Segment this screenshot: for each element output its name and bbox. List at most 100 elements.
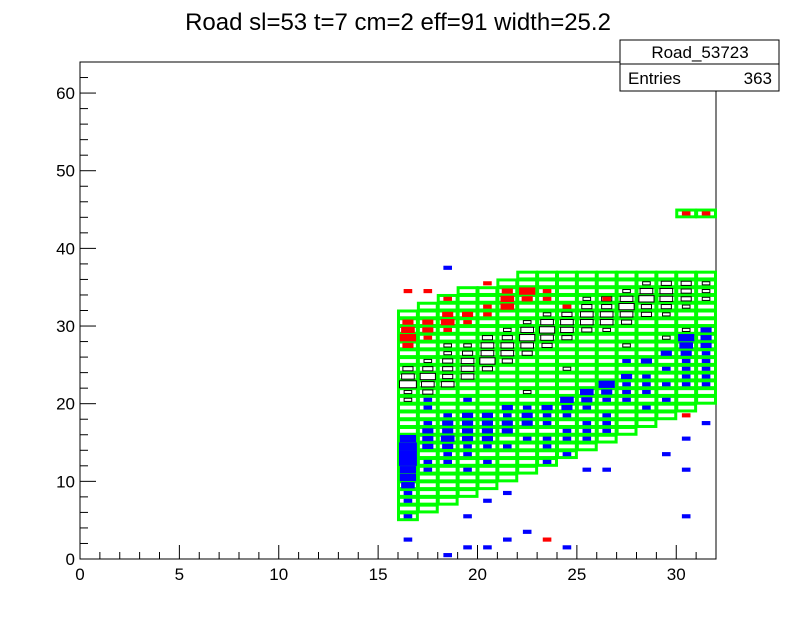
black-hit-bin: [481, 335, 494, 341]
blue-hit-bin: [662, 397, 671, 402]
blue-hit-bin: [463, 514, 472, 519]
black-hit-bin: [519, 334, 536, 342]
black-hit-bin: [562, 366, 572, 371]
blue-hit-bin: [582, 405, 592, 410]
y-tick-label: 50: [56, 162, 75, 181]
blue-hit-bin: [503, 490, 512, 496]
blue-hit-bin: [701, 351, 711, 356]
blue-hit-bin: [463, 467, 472, 472]
blue-hit-bin: [680, 350, 692, 356]
blue-hit-bin: [481, 436, 494, 442]
blue-hit-bin: [443, 452, 452, 457]
axes: 0 5 10 15 20 25 30 0 10 20 30 40 50 60: [56, 61, 717, 584]
black-hit-bin: [599, 311, 614, 318]
blue-hit-bin: [423, 467, 433, 472]
red-hit-bin: [402, 342, 414, 349]
blue-hit-bin: [701, 358, 711, 364]
blue-hit-bin: [541, 404, 553, 411]
black-hit-bin: [463, 343, 472, 348]
black-hit-bin: [503, 327, 512, 332]
blue-hit-bin: [582, 436, 592, 441]
stats-box: Road_53723 Entries 363: [619, 39, 780, 92]
blue-hit-bin: [481, 412, 494, 418]
blue-hit-bin: [440, 435, 455, 442]
road-bin: [695, 208, 717, 219]
black-hit-bin: [579, 319, 594, 326]
blue-hit-bin: [640, 358, 653, 364]
blue-hit-bin: [399, 466, 417, 474]
blue-hit-bin: [461, 412, 474, 418]
blue-hit-bin: [642, 389, 651, 395]
blue-hit-bin: [403, 537, 413, 542]
black-hit-bin: [402, 366, 414, 372]
blue-hit-bin: [483, 459, 492, 465]
red-hit-bin: [562, 304, 572, 309]
blue-hit-bin: [522, 436, 532, 441]
blue-hit-bin: [598, 380, 615, 388]
black-hit-bin: [638, 295, 655, 303]
blue-hit-bin: [521, 420, 533, 426]
blue-hit-bin: [681, 514, 691, 519]
black-hit-bin: [520, 326, 535, 334]
blue-hit-bin: [501, 404, 513, 411]
blue-hit-bin: [662, 366, 671, 371]
y-tick-label: 60: [56, 84, 75, 103]
red-hit-bin: [443, 296, 452, 301]
blue-hit-bin: [701, 366, 711, 371]
black-hit-bin: [599, 319, 614, 326]
blue-hit-bin: [423, 459, 433, 465]
road-envelope: [397, 208, 717, 522]
blue-hit-bin: [542, 436, 552, 441]
blue-hit-bin: [481, 428, 494, 434]
black-hit-bin: [619, 311, 634, 318]
blue-hit-bin: [602, 467, 611, 472]
blue-hit-bin: [562, 413, 572, 418]
blue-hit-bin: [622, 397, 631, 402]
y-tick-label: 30: [56, 317, 75, 336]
black-hit-bin: [660, 304, 672, 310]
black-hit-bin: [500, 350, 515, 357]
blue-hit-bin: [542, 459, 552, 465]
red-hit-bin: [483, 304, 492, 309]
blue-hit-bin: [681, 374, 691, 379]
black-hit-bin: [620, 319, 633, 325]
black-hit-bin: [540, 319, 554, 326]
black-hit-bin: [680, 280, 692, 286]
black-hit-bin: [403, 397, 413, 402]
blue-hit-bin: [521, 412, 533, 418]
black-hit-bin: [561, 311, 573, 317]
black-hit-bin: [660, 280, 672, 286]
blue-hit-bin: [443, 413, 452, 418]
black-hit-bin: [561, 335, 573, 341]
blue-hit-bin: [581, 397, 593, 403]
blue-hit-bin: [422, 428, 434, 434]
black-hit-bin: [662, 312, 671, 317]
blue-hit-bin: [399, 473, 417, 482]
black-hit-bin: [520, 342, 535, 349]
blue-hit-bin: [522, 529, 532, 534]
blue-hit-bin: [602, 421, 611, 426]
x-tick-label: 5: [175, 565, 184, 584]
black-hit-bin: [501, 358, 513, 364]
red-hit-bin: [483, 312, 492, 317]
y-tick-label: 0: [66, 550, 75, 569]
red-hit-bin: [500, 295, 515, 302]
black-hit-bin: [481, 366, 494, 372]
blue-hit-bin: [443, 459, 452, 465]
blue-hit-bin: [560, 396, 574, 403]
red-hit-bin: [681, 413, 691, 418]
red-hit-bin: [422, 319, 434, 325]
black-hit-bin: [443, 351, 452, 356]
black-hit-bin: [442, 358, 454, 364]
black-hit-bin: [401, 373, 415, 380]
x-tick-label: 10: [269, 565, 288, 584]
hit-cells: [398, 211, 712, 558]
black-hit-bin: [522, 320, 532, 325]
black-hit-bin: [659, 295, 674, 302]
blue-hit-bin: [700, 342, 712, 349]
black-hit-bin: [460, 357, 475, 365]
blue-hit-bin: [542, 413, 552, 418]
blue-hit-bin: [481, 420, 494, 426]
black-hit-bin: [640, 311, 653, 317]
blue-hit-bin: [463, 545, 472, 550]
